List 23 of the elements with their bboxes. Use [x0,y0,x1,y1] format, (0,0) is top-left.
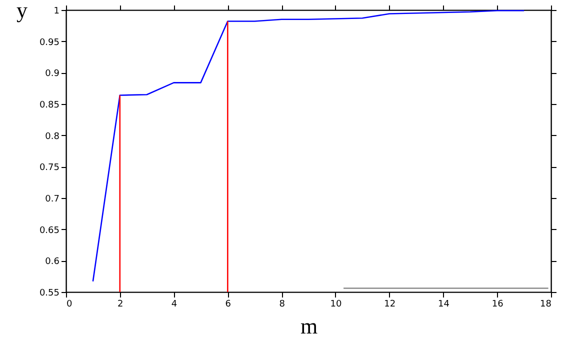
y-tick-label: 0.85 [39,100,60,110]
x-tick-label: 10 [330,300,342,310]
y-tick-label: 0.9 [45,69,60,80]
x-tick-label: 16 [492,300,504,310]
y-tick-label: 0.8 [45,132,60,142]
x-tick-label: 8 [279,300,286,310]
line-series [92,10,525,282]
y-tick-label: 0.65 [39,226,60,236]
y-tick-label: 1 [54,6,60,16]
y-tick-label: 0.7 [45,194,60,204]
x-tick-label: 12 [384,300,396,310]
x-tick-label: 18 [540,300,552,310]
x-axis-title: m [300,314,318,338]
x-tick-label: 2 [118,300,124,310]
y-tick-label: 0.75 [39,163,60,174]
y-axis-title: y [16,0,28,22]
x-tick-label: 4 [171,300,178,310]
y-tick-label: 0.6 [45,257,60,268]
x-tick-label: 6 [225,300,232,310]
y-tick-label: 0.55 [39,288,60,298]
x-tick-label: 14 [438,300,450,310]
y-tick-label: 0.95 [39,38,60,48]
x-tick-label: 0 [66,300,72,310]
